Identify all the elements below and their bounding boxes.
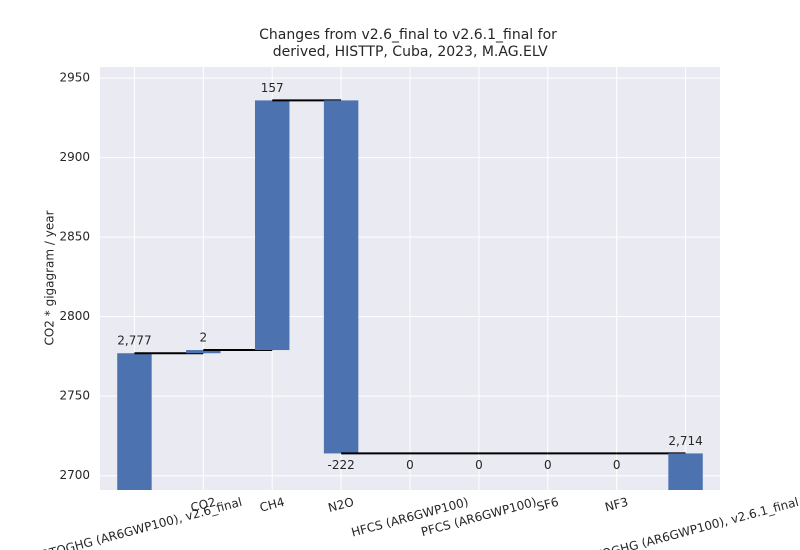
bar (117, 353, 152, 490)
value-label: 0 (544, 458, 552, 472)
value-label: 2 (200, 331, 208, 345)
value-label: 0 (406, 458, 414, 472)
x-tick-label: N2O (327, 495, 356, 515)
y-tick-label: 2900 (59, 150, 90, 164)
value-label: 0 (475, 458, 483, 472)
y-tick-label: 2950 (59, 71, 90, 85)
x-tick-label: CH4 (258, 495, 286, 515)
y-axis-label: CO2 * gigagram / year (43, 210, 57, 345)
value-label: -222 (327, 458, 354, 472)
y-tick-label: 2800 (59, 309, 90, 323)
value-label: 2,777 (117, 334, 151, 348)
value-label: 157 (261, 81, 284, 95)
x-tick-label: NF3 (603, 495, 629, 515)
bar (668, 453, 703, 490)
value-label: 0 (613, 458, 621, 472)
chart-title: Changes from v2.6_final to v2.6.1_final … (259, 27, 557, 60)
bar (186, 350, 221, 354)
y-tick-label: 2700 (59, 468, 90, 482)
value-label: 2,714 (668, 434, 702, 448)
bar (255, 100, 290, 351)
x-tick-label: SF6 (535, 495, 560, 514)
y-tick-label: 2850 (59, 230, 90, 244)
bar (323, 100, 359, 454)
y-tick-label: 2750 (59, 389, 90, 403)
x-tick-label: CO2 (189, 495, 217, 515)
